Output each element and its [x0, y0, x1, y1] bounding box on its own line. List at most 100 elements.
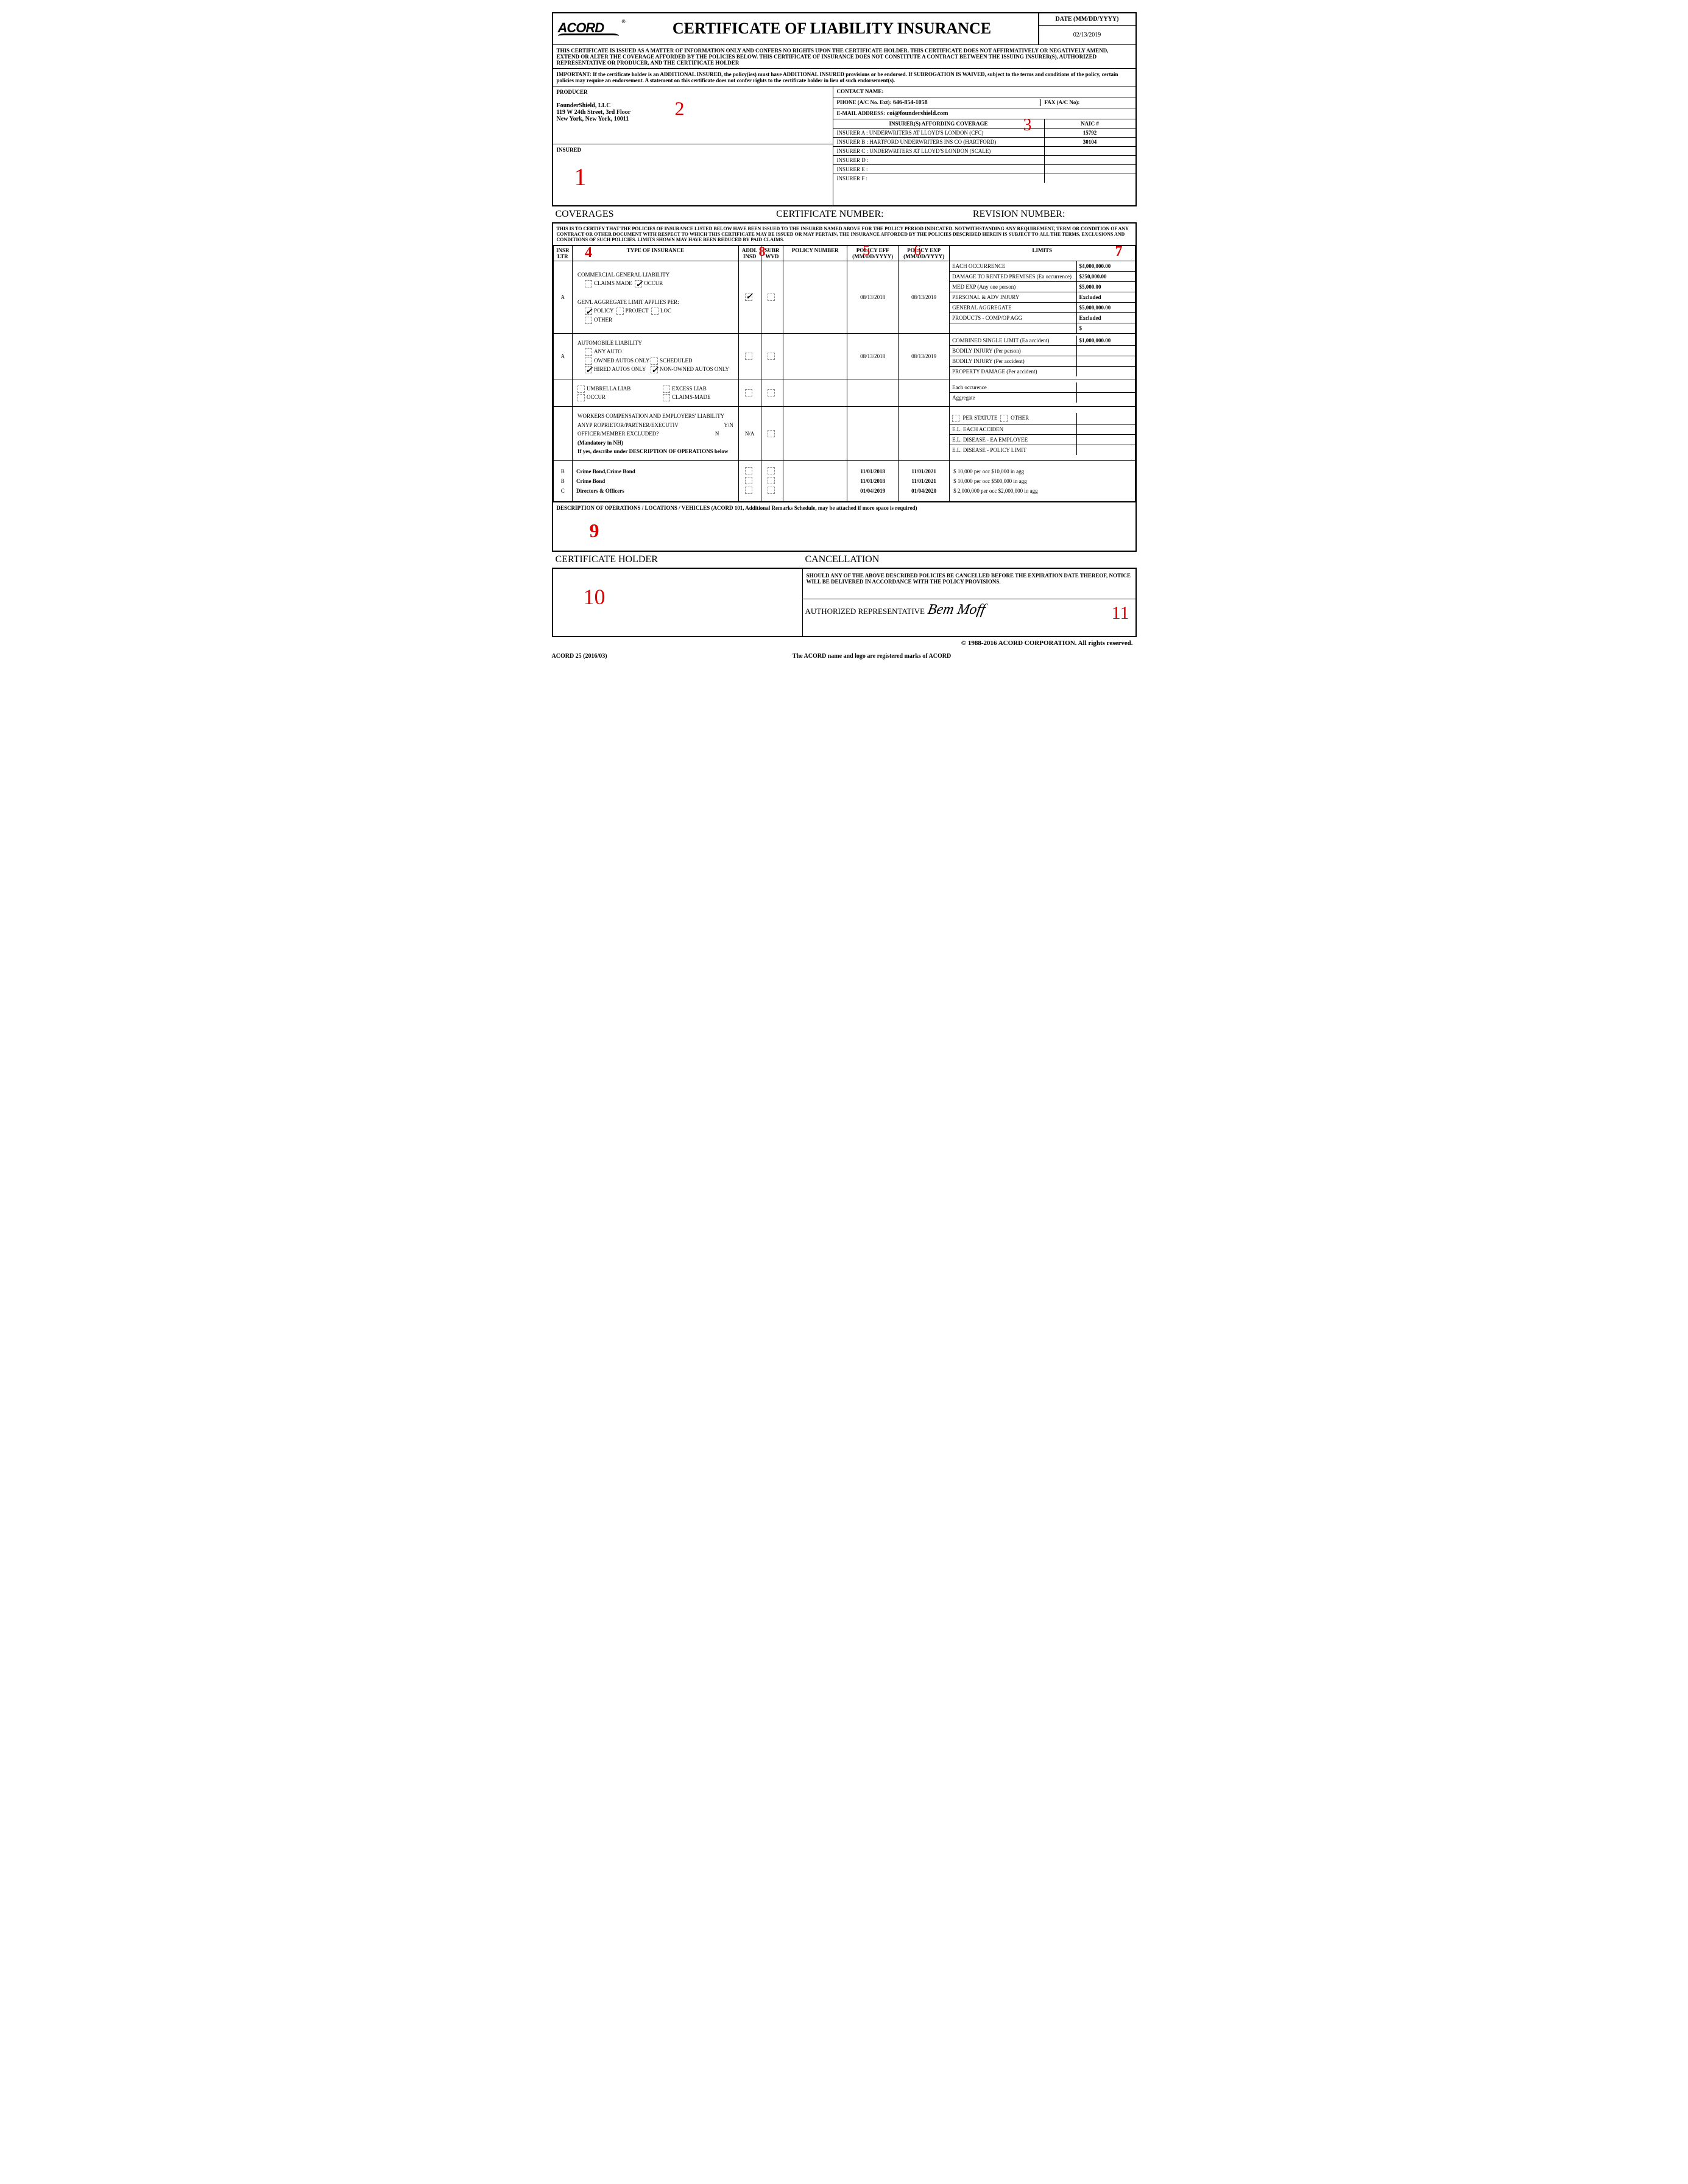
insurer-e: INSURER E :: [833, 165, 1135, 174]
phone-label: PHONE (A/C No. Ext):: [837, 99, 892, 105]
phone-fax-row: PHONE (A/C No. Ext): 646-854-1058 FAX (A…: [833, 97, 1135, 108]
email-value: coi@foundershield.com: [887, 110, 948, 117]
disclaimer-1: THIS CERTIFICATE IS ISSUED AS A MATTER O…: [553, 45, 1135, 69]
producer-box: PRODUCER FounderShield, LLC 119 W 24th S…: [553, 86, 833, 144]
extra1-addl-checkbox[interactable]: [745, 467, 752, 474]
per-statute-checkbox[interactable]: [952, 415, 959, 422]
date-label: DATE (MM/DD/YYYY): [1039, 13, 1135, 26]
date-cell: DATE (MM/DD/YYYY) 02/13/2019: [1038, 13, 1135, 44]
disclaimer-2: IMPORTANT: If the certificate holder is …: [553, 69, 1135, 86]
contact-name-row: CONTACT NAME:: [833, 86, 1135, 97]
producer-label: PRODUCER: [557, 89, 829, 95]
description-box: DESCRIPTION OF OPERATIONS / LOCATIONS / …: [553, 502, 1135, 551]
cgl-row: A COMMERCIAL GENERAL LIABILITY CLAIMS MA…: [553, 261, 1135, 334]
insured-box: INSURED 1: [553, 144, 833, 205]
umbrella-row: UMBRELLA LIAB EXCESS LIAB OCCUR CLAIMS-M…: [553, 379, 1135, 407]
coverage-table: INSR LTR TYPE OF INSURANCE4 ADDL INSD8 S…: [553, 245, 1135, 502]
insurer-a: INSURER A : UNDERWRITERS AT LLOYD'S LOND…: [833, 129, 1135, 138]
header: ACORD CERTIFICATE OF LIABILITY INSURANCE…: [553, 13, 1135, 45]
other-statute-checkbox[interactable]: [1000, 415, 1008, 422]
page: ACORD CERTIFICATE OF LIABILITY INSURANCE…: [552, 12, 1137, 663]
copyright: © 1988-2016 ACORD CORPORATION. All right…: [552, 637, 1137, 649]
insured-label: INSURED: [557, 147, 829, 153]
annotation-9: 9: [590, 520, 599, 542]
umbrella-checkbox[interactable]: [577, 386, 585, 393]
annotation-2: 2: [675, 97, 685, 120]
phone-value: 646-854-1058: [893, 99, 928, 106]
annotation-4: 4: [585, 245, 592, 261]
cgl-subr-checkbox[interactable]: [768, 294, 775, 301]
cert-number-label: CERTIFICATE NUMBER:: [715, 209, 936, 220]
cert-holder-box: 10: [553, 569, 803, 636]
contact-insurers-col: CONTACT NAME: PHONE (A/C No. Ext): 646-8…: [833, 86, 1135, 205]
extra2-addl-checkbox[interactable]: [745, 477, 752, 484]
extra-rows: B B C Crime Bond,Crime Bond Crime Bond D…: [553, 461, 1135, 502]
holder-cancel-title: CERTIFICATE HOLDER CANCELLATION: [552, 552, 1137, 568]
umb-addl-checkbox[interactable]: [745, 389, 752, 396]
cert-holder-label: CERTIFICATE HOLDER: [556, 554, 805, 565]
umb-occur-checkbox[interactable]: [577, 394, 585, 401]
hired-auto-checkbox[interactable]: [585, 366, 592, 373]
insurer-b: INSURER B : HARTFORD UNDERWRITERS INS CO…: [833, 138, 1135, 147]
excess-checkbox[interactable]: [663, 386, 670, 393]
annotation-10: 10: [584, 584, 606, 610]
email-row: E-MAIL ADDRESS: coi@foundershield.com: [833, 108, 1135, 119]
producer-contact-row: PRODUCER FounderShield, LLC 119 W 24th S…: [553, 86, 1135, 205]
cancellation-text: SHOULD ANY OF THE ABOVE DESCRIBED POLICI…: [803, 569, 1135, 599]
cgl-addl-checkbox[interactable]: [745, 294, 752, 301]
insurers-header: INSURER(S) AFFORDING COVERAGE NAIC # 3: [833, 119, 1135, 129]
annotation-1: 1: [574, 163, 587, 191]
umb-subr-checkbox[interactable]: [768, 389, 775, 396]
signature-cell: AUTHORIZED REPRESENTATIVE Bem Moff 11: [803, 599, 1135, 624]
other-checkbox[interactable]: [585, 317, 592, 324]
coverages-title-row: COVERAGES CERTIFICATE NUMBER: REVISION N…: [552, 206, 1137, 222]
annotation-5: 5: [863, 243, 870, 259]
insurer-f: INSURER F :: [833, 174, 1135, 183]
footer: ACORD 25 (2016/03) The ACORD name and lo…: [552, 649, 1137, 663]
extra1-subr-checkbox[interactable]: [768, 467, 775, 474]
occur-checkbox[interactable]: [635, 280, 642, 287]
cancellation-label: CANCELLATION: [805, 554, 1133, 565]
producer-name: FounderShield, LLC: [557, 102, 829, 109]
claims-made-checkbox[interactable]: [585, 280, 592, 287]
coverage-cert-text: THIS IS TO CERTIFY THAT THE POLICIES OF …: [553, 224, 1135, 245]
nonowned-checkbox[interactable]: [651, 366, 658, 373]
auto-addl-checkbox[interactable]: [745, 353, 752, 360]
producer-insured-col: PRODUCER FounderShield, LLC 119 W 24th S…: [553, 86, 833, 205]
annotation-8: 8: [759, 244, 766, 259]
workers-row: WORKERS COMPENSATION AND EMPLOYERS' LIAB…: [553, 407, 1135, 461]
insurer-d: INSURER D :: [833, 156, 1135, 165]
form-container: ACORD CERTIFICATE OF LIABILITY INSURANCE…: [552, 12, 1137, 206]
holder-cancel-block: 10 SHOULD ANY OF THE ABOVE DESCRIBED POL…: [552, 568, 1137, 637]
logo-cell: ACORD: [553, 13, 626, 44]
insurer-c: INSURER C : UNDERWRITERS AT LLOYD'S LOND…: [833, 147, 1135, 156]
owned-auto-checkbox[interactable]: [585, 358, 592, 365]
acord-logo: ACORD: [558, 20, 619, 36]
signature: Bem Moff: [927, 602, 987, 618]
workers-subr-checkbox[interactable]: [768, 430, 775, 437]
form-version: ACORD 25 (2016/03): [552, 653, 607, 660]
cancellation-box: SHOULD ANY OF THE ABOVE DESCRIBED POLICI…: [803, 569, 1135, 636]
extra3-subr-checkbox[interactable]: [768, 487, 775, 494]
annotation-11: 11: [1112, 603, 1129, 624]
policy-checkbox[interactable]: [585, 308, 592, 315]
rev-number-label: REVISION NUMBER:: [936, 209, 1133, 220]
annotation-6: 6: [914, 243, 921, 259]
coverages-block: THIS IS TO CERTIFY THAT THE POLICIES OF …: [552, 222, 1137, 552]
extra2-subr-checkbox[interactable]: [768, 477, 775, 484]
annotation-3: 3: [1023, 116, 1032, 135]
auto-row: A AUTOMOBILE LIABILITY ANY AUTO OWNED AU…: [553, 334, 1135, 379]
producer-addr1: 119 W 24th Street, 3rd Floor: [557, 109, 829, 116]
loc-checkbox[interactable]: [651, 308, 659, 315]
table-header-row: INSR LTR TYPE OF INSURANCE4 ADDL INSD8 S…: [553, 246, 1135, 261]
extra3-addl-checkbox[interactable]: [745, 487, 752, 494]
auth-rep-label: AUTHORIZED REPRESENTATIVE: [805, 607, 925, 616]
project-checkbox[interactable]: [616, 308, 624, 315]
sched-checkbox[interactable]: [651, 358, 658, 365]
fax-label: FAX (A/C No):: [1045, 99, 1080, 105]
producer-addr2: New York, New York, 10011: [557, 116, 829, 122]
claims-made2-checkbox[interactable]: [663, 394, 670, 401]
any-auto-checkbox[interactable]: [585, 348, 592, 356]
auto-subr-checkbox[interactable]: [768, 353, 775, 360]
document-title: CERTIFICATE OF LIABILITY INSURANCE: [626, 13, 1038, 44]
